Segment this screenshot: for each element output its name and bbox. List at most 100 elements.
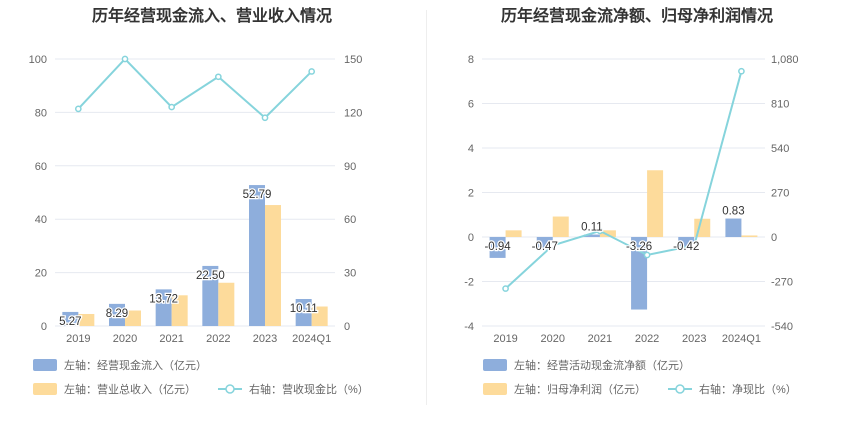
ratio-point: [549, 242, 557, 249]
bar-net-profit: [505, 230, 522, 237]
bar-value-label: 5.27: [59, 316, 81, 328]
ratio-point: [738, 67, 745, 75]
bar-value-label: 13.72: [149, 293, 178, 305]
x-axis-tick: 2024Q1: [722, 333, 761, 345]
left-axis-tick: 2: [468, 188, 474, 200]
legend-label: 左轴：营业总收入（亿元）: [64, 382, 196, 396]
x-axis-tick: 2022: [206, 333, 230, 345]
right-axis-tick: 1,080: [771, 54, 799, 66]
chart-left: 历年经营现金流入、营业收入情况 0 20 40 60 80 100 0 30 60 90 120 15…: [29, 6, 369, 396]
bar-net-profit: [552, 216, 569, 237]
left-axis-tick: 20: [35, 268, 47, 280]
right-axis-tick: 60: [344, 214, 356, 226]
right-axis-tick: -540: [771, 321, 793, 333]
bar-revenue: [265, 205, 281, 326]
right-axis-tick: 150: [344, 54, 362, 66]
bar-value-label: -0.47: [532, 241, 558, 253]
right-axis-tick: 90: [344, 161, 356, 173]
bar-value-label: 52.79: [243, 189, 272, 201]
bar-revenue: [171, 295, 188, 326]
right-axis-tick: 120: [344, 107, 362, 119]
chart-right-title: 历年经营现金流净额、归母净利润情况: [501, 6, 773, 25]
bar-cash-net: [631, 237, 648, 310]
bar-value-label: -3.26: [626, 241, 652, 253]
bar-value-label: 10.11: [290, 303, 318, 315]
legend-label: 左轴：经营现金流入（亿元）: [64, 358, 207, 372]
legend-swatch-line-marker: [675, 384, 685, 394]
bar-net-profit: [741, 235, 758, 237]
left-axis-tick: 4: [468, 143, 474, 155]
bar-cash-inflow: [109, 303, 125, 326]
ratio-point: [261, 114, 269, 122]
legend-label: 右轴：净现比（%）: [699, 382, 797, 396]
right-axis-tick: 540: [771, 143, 789, 155]
bar-cash-inflow: [202, 265, 219, 326]
bar-cash-inflow: [62, 311, 79, 326]
bar-revenue: [125, 310, 141, 326]
ratio-point: [214, 73, 222, 81]
right-axis-tick: -270: [771, 277, 793, 289]
left-axis-tick: 60: [35, 161, 47, 173]
ratio-point: [121, 55, 129, 63]
chart-right: 历年经营现金流净额、归母净利润情况 -4 -2 0 2 4 6 8 -540 -270 0 270 5…: [425, 0, 850, 437]
bar-revenue: [311, 306, 328, 326]
x-axis-tick: 2021: [159, 333, 183, 345]
ratio-point: [502, 285, 509, 292]
bar-value-label: -0.42: [673, 241, 699, 253]
bar-cash-net: [725, 218, 742, 237]
bar-value-label: -0.94: [484, 241, 511, 253]
bar-value-label: 22.50: [196, 270, 225, 282]
left-axis-tick: 40: [35, 214, 47, 226]
ratio-point: [308, 68, 316, 75]
bar-cash-net: [678, 237, 695, 247]
legend-swatch-line-marker: [225, 384, 235, 394]
ratio-line: [504, 70, 743, 290]
right-axis-tick: 270: [771, 188, 789, 200]
x-axis-tick: 2019: [493, 333, 517, 345]
left-axis-tick: 6: [468, 99, 474, 111]
bar-cash-inflow: [295, 299, 312, 326]
ratio-point: [690, 242, 698, 249]
legend-label: 左轴：经营活动现金流净额（亿元）: [514, 358, 690, 372]
ratio-line: [77, 57, 313, 120]
bar-value-label: 0.83: [722, 206, 744, 218]
bar-revenue: [78, 313, 95, 326]
x-axis-tick: 2023: [253, 333, 277, 345]
ratio-point: [74, 105, 82, 113]
legend-swatch-bar2: [33, 383, 57, 395]
bar-cash-net: [489, 237, 506, 258]
x-axis-tick: 2023: [682, 333, 706, 345]
left-axis-tick: 0: [468, 232, 474, 244]
left-axis-tick: 0: [41, 321, 47, 333]
ratio-point: [168, 103, 176, 111]
chart-right-svg: 历年经营现金流净额、归母净利润情况 -4 -2 0 2 4 6 8 -540 -270 0 270 5…: [464, 6, 799, 396]
bar-cash-inflow: [155, 289, 172, 326]
legend-label: 右轴：营收现金比（%）: [249, 382, 369, 396]
chart-left-svg: 历年经营现金流入、营业收入情况 0 20 40 60 80 100 0 30 60 90 120 15…: [29, 6, 369, 396]
x-axis-tick: 2021: [588, 333, 612, 345]
right-axis-tick: 0: [771, 232, 777, 244]
bar-value-label: 8.29: [106, 308, 128, 320]
x-axis-tick: 2024Q1: [292, 333, 331, 345]
bar-cash-net: [583, 234, 600, 237]
left-axis-tick: -4: [464, 321, 474, 333]
left-axis-tick: -2: [464, 277, 474, 289]
left-axis-tick: 100: [29, 54, 47, 66]
x-axis-tick: 2019: [66, 333, 90, 345]
x-axis-tick: 2020: [113, 333, 137, 345]
x-axis-tick: 2022: [635, 333, 659, 345]
left-axis-tick: 8: [468, 54, 474, 66]
bar-revenue: [218, 282, 235, 326]
panel-divider: [426, 10, 427, 405]
legend-label: 左轴：归母净利润（亿元）: [514, 382, 646, 396]
bar-net-profit: [599, 230, 616, 237]
legend-swatch-bar2: [483, 383, 507, 395]
x-axis-tick: 2020: [541, 333, 565, 345]
bar-value-label: 0.11: [581, 222, 603, 234]
right-axis-tick: 810: [771, 99, 789, 111]
left-axis-tick: 80: [35, 107, 47, 119]
legend-swatch-bar1: [33, 359, 57, 371]
bar-cash-inflow: [249, 185, 265, 326]
bar-cash-net: [536, 237, 553, 248]
legend-swatch-bar1: [483, 359, 507, 371]
